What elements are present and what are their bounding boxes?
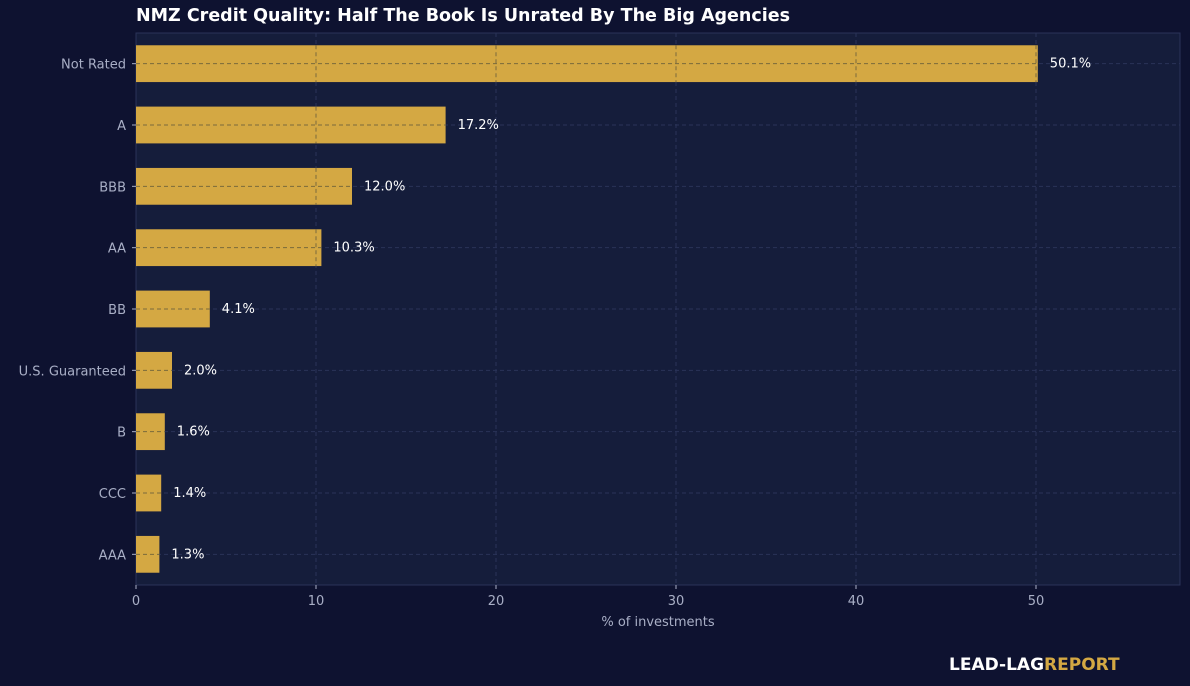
x-tick-label: 30 [668,594,685,609]
value-label: 17.2% [458,118,499,133]
label-layer: Not Rated 50.1% A 17.2% BBB 12.0% AA 10.3% BB 4.1… [19,57,1091,564]
chart-title: NMZ Credit Quality: Half The Book Is Unr… [136,6,790,26]
value-label: 4.1% [222,302,255,317]
value-label: 2.0% [184,363,217,378]
x-tick-label: 20 [488,594,505,609]
value-label: 10.3% [333,241,374,256]
category-label: U.S. Guaranteed [19,364,126,379]
brand-lead-text: LEAD-LAG [949,655,1045,675]
gridline-overlay [136,45,1038,555]
brand-logo: LEAD-LAGREPORT [949,655,1120,675]
x-tick-label: 0 [132,594,140,609]
value-label: 12.0% [364,179,405,194]
category-label: BBB [99,180,126,195]
category-label: A [117,119,126,134]
x-tick-label: 40 [848,594,865,609]
category-label: AA [108,242,126,257]
value-label: 50.1% [1050,57,1091,72]
value-label: 1.6% [177,425,210,440]
x-tick-label: 50 [1028,594,1045,609]
x-tick-label: 10 [308,594,325,609]
brand-report-text: REPORT [1044,655,1120,675]
axis-layer: 0 10 20 30 40 50 [132,63,1045,609]
bar [136,535,160,573]
category-label: AAA [99,548,127,563]
x-axis-label: % of investments [601,615,715,630]
category-label: Not Rated [61,58,126,73]
category-label: BB [108,303,126,318]
value-label: 1.4% [173,486,206,501]
category-label: CCC [99,487,126,502]
value-label: 1.3% [171,547,204,562]
category-label: B [117,426,126,441]
